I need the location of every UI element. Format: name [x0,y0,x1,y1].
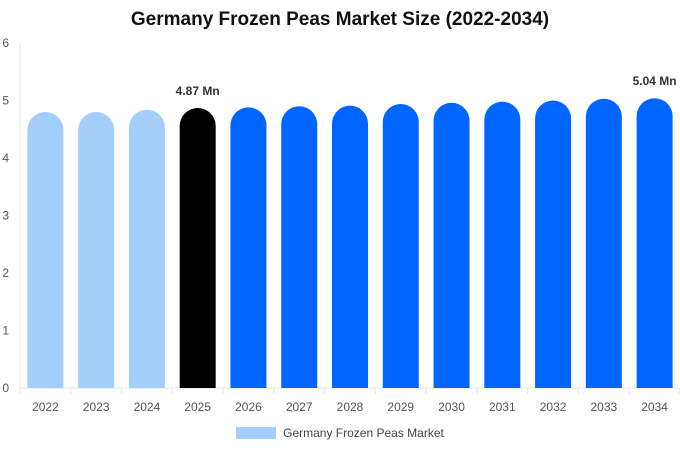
data-label: 4.87 Mn [176,84,220,98]
bar-2027 [281,106,318,388]
x-tick-label: 2026 [235,400,262,414]
x-tick-label: 2033 [590,400,617,414]
x-tick-label: 2029 [387,400,414,414]
bar-2023 [78,112,115,388]
bar-2032 [535,100,572,388]
x-tick-label: 2025 [184,400,211,414]
bar-2031 [484,101,521,388]
bar-2034 [636,98,673,388]
x-tick-label: 2028 [337,400,364,414]
bar-2025 [179,107,216,388]
x-tick-label: 2031 [489,400,516,414]
data-label: 5.04 Mn [633,74,677,88]
bar-2026 [230,107,267,388]
y-tick-label: 3 [2,209,9,223]
chart-title: Germany Frozen Peas Market Size (2022-20… [130,9,550,30]
y-tick-label: 5 [2,94,9,108]
legend-swatch [236,427,277,439]
x-tick-label: 2032 [540,400,567,414]
bar-2030 [433,102,470,388]
y-tick-label: 2 [2,266,9,280]
x-tick-label: 2024 [134,400,161,414]
x-tick-label: 2027 [286,400,313,414]
legend-label: Germany Frozen Peas Market [283,426,444,440]
x-tick-label: 2022 [32,400,59,414]
bar-2029 [382,103,419,388]
bar-2022 [27,112,64,388]
bar-2024 [128,109,165,388]
y-tick-label: 0 [2,381,9,395]
bar-2028 [332,105,368,389]
y-tick-label: 6 [2,36,9,50]
y-tick-label: 4 [2,151,9,165]
x-tick-label: 2023 [83,400,110,414]
bar-2033 [585,98,622,389]
x-tick-label: 2030 [438,400,465,414]
legend: Germany Frozen Peas Market [0,426,680,440]
x-tick-label: 2034 [641,400,668,414]
y-tick-label: 1 [2,324,9,338]
